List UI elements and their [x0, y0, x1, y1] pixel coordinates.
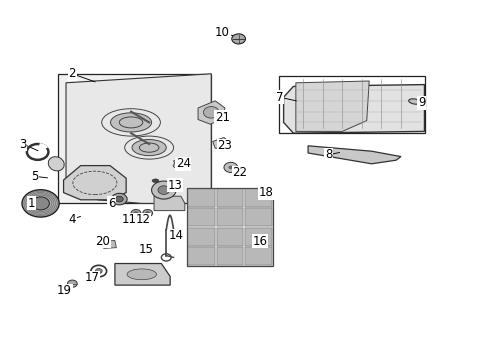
- Text: 21: 21: [215, 111, 229, 123]
- Circle shape: [95, 269, 102, 274]
- FancyBboxPatch shape: [216, 247, 243, 265]
- Polygon shape: [103, 240, 116, 248]
- FancyBboxPatch shape: [188, 228, 214, 246]
- Polygon shape: [66, 74, 211, 203]
- Ellipse shape: [48, 157, 64, 171]
- Polygon shape: [283, 85, 424, 133]
- Circle shape: [133, 211, 138, 215]
- Text: 4: 4: [68, 213, 76, 226]
- FancyBboxPatch shape: [188, 247, 214, 265]
- Text: 3: 3: [19, 138, 27, 150]
- Wedge shape: [39, 143, 48, 150]
- Ellipse shape: [173, 163, 183, 168]
- Polygon shape: [63, 166, 126, 200]
- Circle shape: [67, 280, 77, 287]
- Circle shape: [151, 181, 176, 199]
- FancyBboxPatch shape: [216, 189, 243, 207]
- FancyBboxPatch shape: [216, 208, 243, 226]
- FancyBboxPatch shape: [188, 189, 214, 207]
- Text: 19: 19: [57, 284, 72, 297]
- Circle shape: [228, 166, 233, 169]
- Polygon shape: [115, 264, 170, 285]
- Text: 13: 13: [167, 179, 182, 192]
- Text: 16: 16: [252, 235, 267, 248]
- Circle shape: [32, 197, 49, 210]
- Text: 14: 14: [168, 229, 183, 242]
- Circle shape: [142, 210, 152, 217]
- Text: 17: 17: [84, 271, 99, 284]
- Text: 2: 2: [68, 67, 76, 80]
- Text: 6: 6: [107, 197, 115, 210]
- Ellipse shape: [152, 179, 159, 183]
- Polygon shape: [198, 101, 224, 124]
- Text: 8: 8: [324, 148, 332, 161]
- FancyBboxPatch shape: [216, 228, 243, 246]
- Text: 23: 23: [217, 139, 232, 152]
- Circle shape: [145, 211, 150, 215]
- Text: 11: 11: [122, 213, 137, 226]
- FancyBboxPatch shape: [245, 189, 271, 207]
- Text: 7: 7: [275, 91, 283, 104]
- FancyBboxPatch shape: [188, 208, 214, 226]
- FancyBboxPatch shape: [187, 188, 272, 266]
- Text: 10: 10: [215, 26, 229, 39]
- Text: 15: 15: [138, 243, 153, 256]
- FancyBboxPatch shape: [245, 228, 271, 246]
- Text: 18: 18: [259, 186, 273, 199]
- Ellipse shape: [132, 140, 166, 156]
- Circle shape: [131, 210, 141, 217]
- Ellipse shape: [408, 99, 420, 104]
- Text: 22: 22: [232, 166, 246, 179]
- Text: 12: 12: [135, 213, 150, 226]
- Circle shape: [22, 190, 59, 217]
- FancyBboxPatch shape: [58, 74, 211, 203]
- Circle shape: [231, 34, 245, 44]
- Circle shape: [158, 186, 169, 194]
- FancyBboxPatch shape: [245, 208, 271, 226]
- Text: 9: 9: [417, 96, 425, 109]
- Polygon shape: [154, 196, 184, 211]
- Polygon shape: [295, 81, 368, 131]
- Polygon shape: [307, 146, 400, 164]
- Circle shape: [115, 196, 123, 202]
- Circle shape: [111, 193, 127, 205]
- Circle shape: [203, 107, 219, 118]
- Text: 1: 1: [28, 197, 36, 210]
- Polygon shape: [212, 138, 227, 148]
- Ellipse shape: [110, 113, 151, 132]
- Polygon shape: [173, 158, 183, 166]
- FancyBboxPatch shape: [245, 247, 271, 265]
- Text: 5: 5: [31, 170, 39, 183]
- Ellipse shape: [127, 269, 156, 280]
- Circle shape: [224, 162, 237, 172]
- Text: 20: 20: [95, 235, 110, 248]
- Text: 24: 24: [176, 157, 190, 170]
